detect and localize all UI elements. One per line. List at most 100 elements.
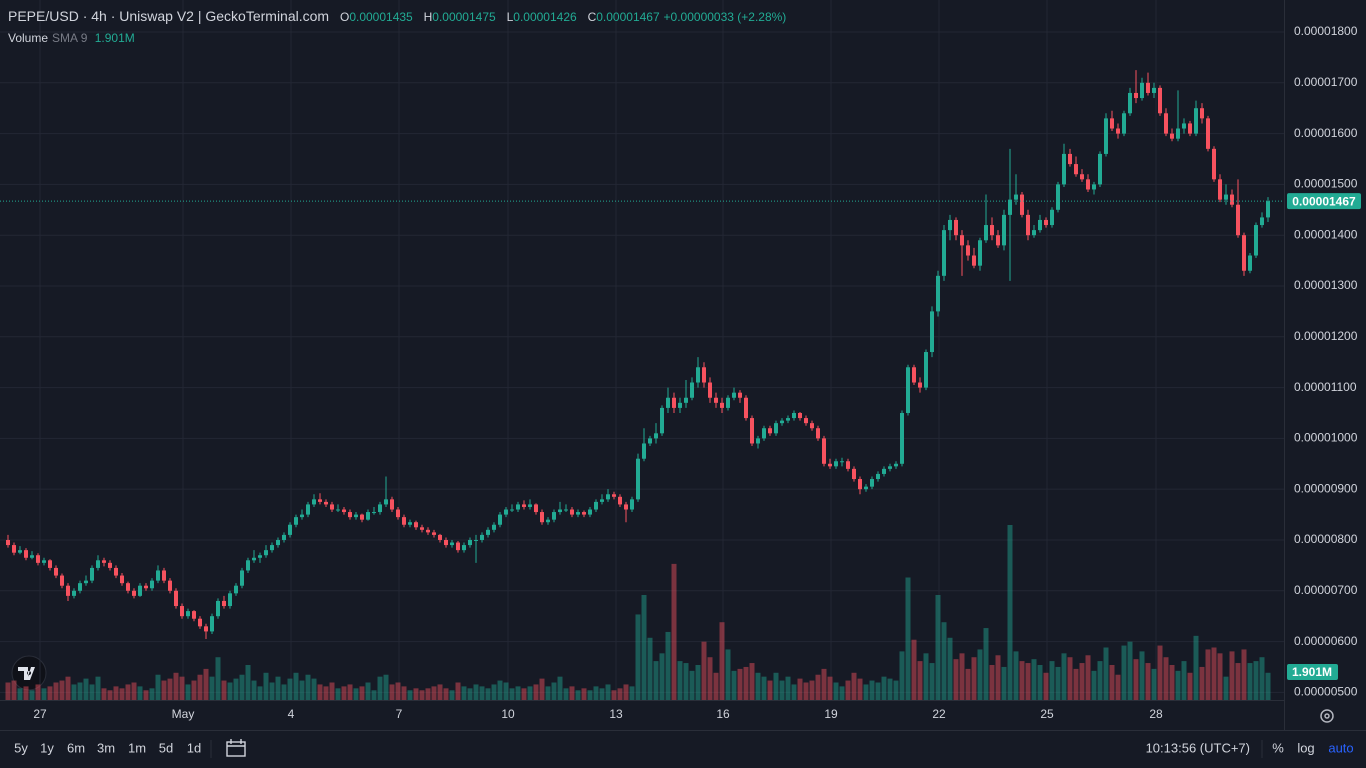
volume-bar [107,690,113,700]
candle-body [246,560,250,571]
range-button[interactable]: 6m [67,740,85,755]
volume-bar [917,661,923,700]
candle-body [126,583,130,591]
volume-bar [467,688,473,700]
volume-bar [179,676,185,700]
y-tick-label: 0.00001200 [1294,329,1358,343]
candle-body [198,618,202,627]
range-button[interactable]: 5y [14,740,28,755]
settings-icon[interactable] [1320,709,1334,723]
candle-body [276,539,280,546]
volume-bar [797,678,803,700]
volume-bar [551,682,557,700]
volume-bar [767,680,773,700]
volume-bar [209,676,215,700]
candle-body [1086,179,1090,190]
candle-body [588,509,592,515]
candle-body [558,509,562,513]
candle-body [1080,174,1084,180]
volume-bar [977,649,983,700]
candle-body [306,504,310,515]
candle-body [240,570,244,586]
calendar-icon[interactable] [226,739,246,757]
candle-body [504,509,508,515]
candle-body [936,275,940,312]
ohlc-key: C [587,10,597,24]
volume-bar [1079,663,1085,700]
legend-volume: Volume SMA 9 1.901M [8,31,786,45]
candle-body [564,509,568,511]
ohlc-value: 0.00001467 [596,10,660,24]
range-button[interactable]: 3m [97,740,115,755]
volume-bar [1259,657,1265,700]
candle-body [480,534,484,540]
scale-option[interactable]: auto [1328,740,1353,755]
range-button[interactable]: 1m [128,740,146,755]
candle-body [906,367,910,413]
candle-body [780,420,784,424]
candle-body [894,463,898,467]
volume-bar [89,684,95,700]
candle-body [216,600,220,617]
volume-bar [1211,647,1217,700]
volume-bar [347,684,353,700]
volume-bar [857,678,863,700]
candle-body [672,397,676,408]
range-button[interactable]: 5d [159,740,173,755]
volume-bar [1103,647,1109,700]
candle-body [120,575,124,584]
candle-body [834,461,838,467]
candle-body [330,504,334,510]
volume-bar [779,680,785,700]
candle-body [1098,153,1102,185]
volume-bar [29,690,35,700]
candle-body [570,509,574,515]
volume-bar [1265,672,1271,700]
candle-body [234,585,238,594]
candle-body [1116,128,1120,134]
volume-bar [407,690,413,700]
candle-body [1122,113,1126,134]
volume-bar [251,680,257,700]
candle-body [366,512,370,520]
range-button[interactable]: 1d [187,740,201,755]
volume-bar [485,688,491,700]
volume-bar [1001,666,1007,700]
candle-body [972,255,976,266]
candle-body [654,433,658,439]
volume-bar [461,686,467,700]
candle-body [756,438,760,444]
volume-bar [893,680,899,700]
range-button[interactable]: 1y [40,740,54,755]
volume-bar [1067,657,1073,700]
candle-body [840,461,844,463]
scale-option[interactable]: log [1297,740,1314,755]
volume-bar [851,672,857,700]
candle-body [1026,214,1030,236]
volume-bar [761,676,767,700]
volume-bar [911,639,917,700]
volume-bar [593,686,599,700]
volume-bar [1097,661,1103,700]
scale-option[interactable]: % [1272,740,1284,755]
volume-bar [1037,665,1043,700]
volume-bar [35,684,41,700]
volume-bar [581,688,587,700]
volume-bar [113,686,119,700]
candle-body [90,567,94,581]
candle-body [486,529,490,535]
volume-bar [11,680,17,700]
volume-bar [527,686,533,700]
candle-body [66,585,70,596]
candle-body [258,555,262,558]
volume-bar [1253,661,1259,700]
volume-bar [941,622,947,700]
volume-bar [785,676,791,700]
volume-bar [713,672,719,700]
ohlc-key: O [339,10,350,24]
volume-bar [401,686,407,700]
candle-body [648,438,652,444]
volume-bar [1247,663,1253,700]
volume-bar [623,684,629,700]
volume-bar [497,680,503,700]
